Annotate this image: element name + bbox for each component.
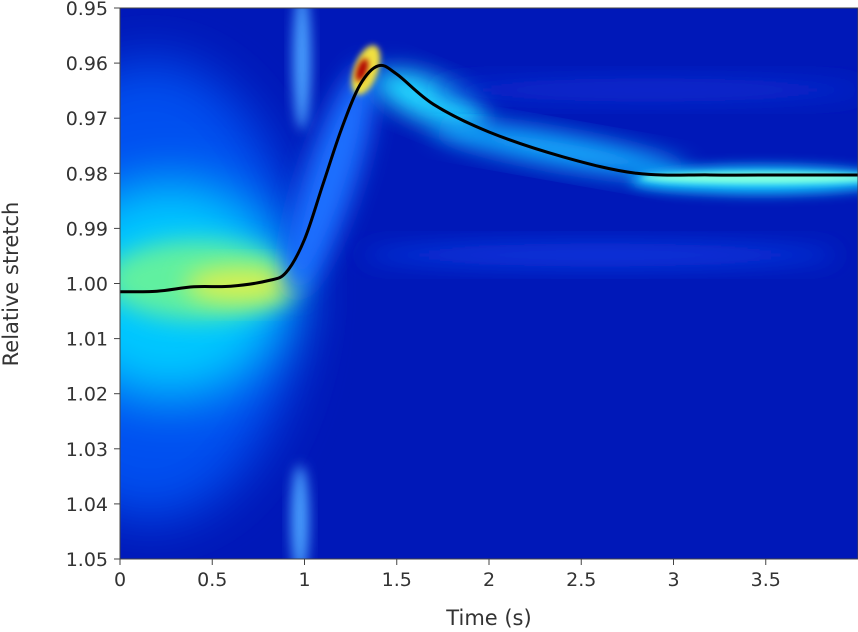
x-tick-label: 2 (483, 569, 495, 591)
y-axis-ticks: 0.95 0.96 0.97 0.98 0.99 1.00 1.01 1.02 1.03 1.04… (66, 0, 120, 571)
y-tick-label: 0.95 (66, 0, 108, 20)
x-tick-label: 2.5 (566, 569, 596, 591)
y-tick-label: 0.98 (66, 163, 108, 185)
x-axis-label: Time (s) (445, 606, 531, 630)
heatmap-region-rise-band (285, 65, 375, 295)
picked-path-line (120, 63, 858, 294)
y-tick-label: 1.02 (66, 384, 108, 406)
heatmap-field (120, 8, 858, 559)
x-tick-label: 1.5 (382, 569, 412, 591)
y-tick-label: 1.00 (66, 274, 108, 296)
y-tick-label: 0.96 (66, 53, 108, 75)
heatmap-region-peak-ridge (373, 69, 487, 131)
y-tick-label: 0.97 (66, 108, 108, 130)
y-tick-label: 1.01 (66, 329, 108, 351)
heatmap-hotspot-red (355, 58, 369, 82)
picked-path (120, 63, 858, 294)
x-tick-label: 1 (298, 569, 310, 591)
y-axis-label: Relative stretch (0, 202, 23, 367)
x-tick-label: 0.5 (197, 569, 227, 591)
y-tick-label: 0.99 (66, 218, 108, 240)
x-axis-ticks: 0 0.5 1 1.5 2 2.5 3 3.5 (114, 559, 781, 591)
y-tick-label: 1.03 (66, 439, 108, 461)
y-tick-label: 1.04 (66, 494, 108, 516)
heatmap-region-upper-band (430, 78, 858, 102)
y-tick-label: 1.05 (66, 549, 108, 571)
heatmap-region-faint-band (360, 243, 840, 267)
heatmap-streak-bottom (291, 465, 309, 559)
x-tick-label: 3 (667, 569, 679, 591)
x-tick-label: 0 (114, 569, 126, 591)
x-tick-label: 3.5 (751, 569, 781, 591)
heatmap-streak-top (293, 8, 311, 130)
